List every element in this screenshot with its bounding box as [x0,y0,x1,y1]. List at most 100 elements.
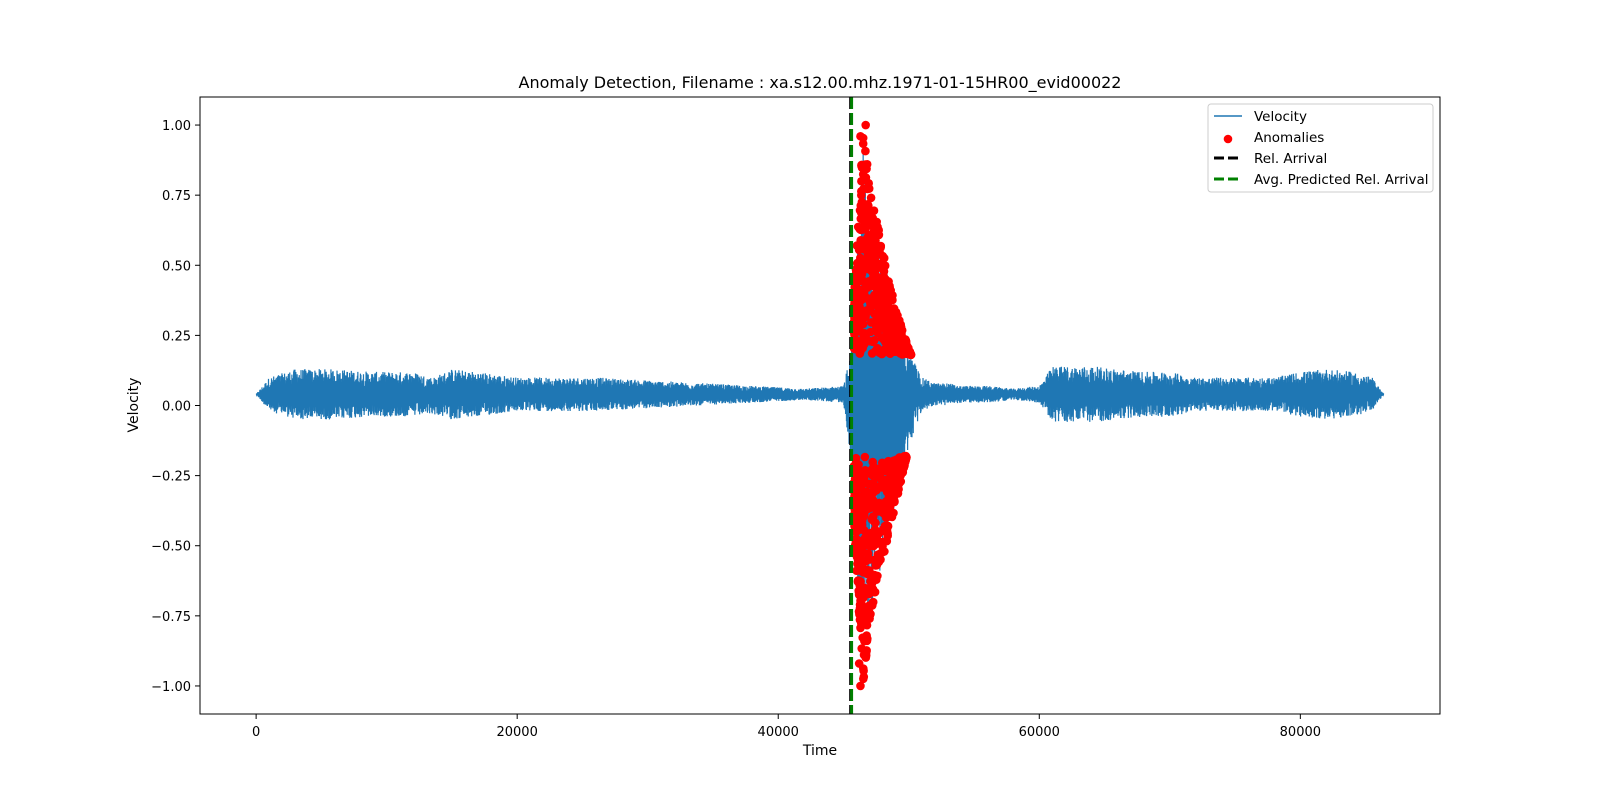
anomaly-point [854,460,863,469]
anomaly-point [903,348,913,357]
anomaly-point [861,120,870,130]
anomaly-point [860,452,870,462]
anomaly-point [859,672,869,682]
anomaly-point [889,508,898,518]
anomaly-point [878,548,887,557]
x-tick-label: 20000 [496,725,537,740]
anomaly-point [871,518,880,528]
anomaly-point [879,272,888,281]
anomaly-point [853,559,862,569]
anomaly-point [867,233,876,242]
anomaly-point [869,488,878,497]
anomaly-point [888,295,897,305]
anomaly-point [855,339,865,349]
anomaly-point [855,206,865,215]
anomaly-point [886,459,896,469]
anomaly-point [882,536,892,546]
anomaly-point [865,614,874,623]
anomaly-point [887,304,896,314]
anomaly-point [864,607,874,617]
y-tick-label: 0.00 [162,400,191,415]
x-tick-label: 40000 [758,725,799,740]
anomaly-point [860,466,870,475]
anomaly-point [873,465,882,475]
anomaly-point [871,316,881,326]
anomaly-point [867,263,877,272]
anomaly-point [864,281,873,290]
y-tick-label: 1.00 [162,119,191,134]
x-axis: 0 20000 40000 60000 80000 [252,714,1321,740]
anomaly-point [889,485,899,494]
velocity-series-line [255,138,1385,627]
anomaly-point [894,462,904,472]
anomaly-point [871,243,880,253]
anomaly-point [858,328,867,338]
y-tick-label: 0.25 [162,329,191,344]
anomaly-point [861,146,870,156]
anomaly-point [873,327,882,337]
anomaly-point [862,306,871,315]
x-tick-label: 60000 [1019,725,1060,740]
anomaly-point [851,508,861,517]
anomaly-point [869,295,879,305]
legend-label: Avg. Predicted Rel. Arrival [1254,172,1429,188]
anomaly-point [868,457,877,467]
anomaly-point [862,646,871,655]
anomaly-point [878,260,888,270]
y-tick-label: −0.50 [151,540,191,555]
anomaly-point [851,276,860,286]
legend: Velocity Anomalies Rel. Arrival Avg. Predic… [1207,103,1434,193]
anomaly-point [861,499,870,508]
anomaly-point [856,131,865,141]
anomaly-point [864,184,874,193]
anomaly-point [869,512,878,521]
anomaly-point [873,222,882,232]
anomaly-point [857,260,867,269]
anomaly-point [851,292,861,302]
legend-box [1207,103,1434,193]
anomaly-point [895,348,904,357]
anomaly-point [872,273,881,283]
x-axis-label: Time [802,743,837,759]
anomaly-point [890,332,899,342]
anomaly-point [863,565,872,575]
y-axis-label: Velocity [126,378,142,433]
anomaly-point [855,566,864,575]
x-tick-label: 0 [252,725,260,740]
chart-title: Anomaly Detection, Filename : xa.s12.00.… [519,73,1122,93]
anomaly-point [857,619,866,628]
anomaly-point [866,193,876,203]
legend-label: Anomalies [1254,130,1324,146]
anomaly-point [878,525,888,534]
anomaly-point [855,224,865,233]
anomaly-point [901,453,910,462]
legend-marker [1223,134,1233,144]
anomaly-point [880,345,889,354]
anomaly-point [869,478,878,488]
anomaly-point [881,338,890,347]
anomaly-point [868,503,877,512]
anomaly-point [874,557,884,567]
anomaly-point [897,335,907,345]
x-tick-label: 80000 [1280,725,1321,740]
anomaly-point [873,472,882,481]
anomaly-point [852,552,862,562]
anomaly-point [856,596,865,605]
anomaly-point [866,536,875,546]
anomaly-point [870,587,880,597]
anomaly-point [880,325,890,334]
anomaly-point [865,211,874,221]
anomaly-point [873,571,882,581]
anomaly-point [872,534,882,543]
anomaly-point [854,659,864,668]
anomaly-point [859,474,869,483]
anomaly-point [870,309,879,319]
y-tick-label: 0.50 [162,259,191,274]
anomaly-point [863,200,872,209]
anomaly-point [879,253,889,263]
legend-label: Velocity [1254,109,1307,125]
anomaly-point [881,288,891,298]
anomaly-point [858,215,867,225]
y-axis: 1.00 0.75 0.50 0.25 0.00 −0.25 −0.50 −0.75 −1.00 [151,119,200,695]
